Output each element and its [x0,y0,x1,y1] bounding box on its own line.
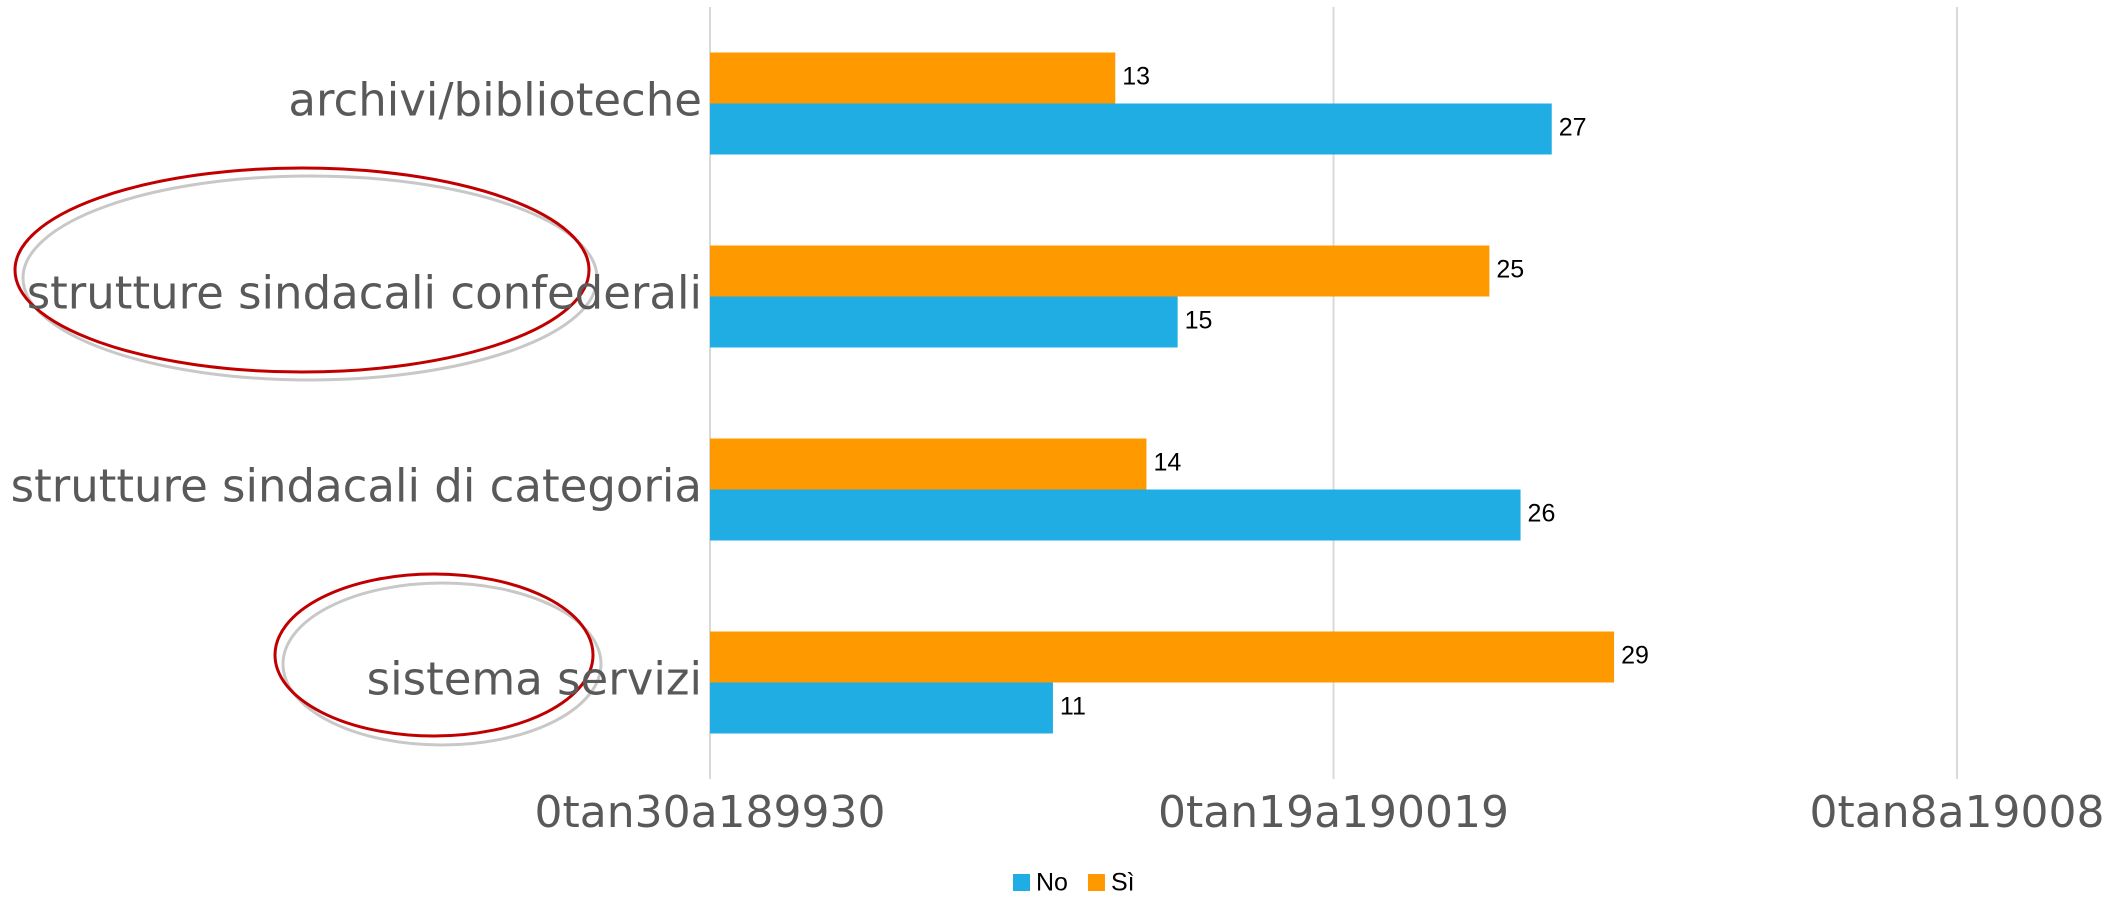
annotation-ellipse [13,166,591,374]
legend-label: Sì [1111,869,1135,897]
data-label: 14 [1153,449,1181,477]
bar [710,103,1552,155]
bar [710,489,1521,541]
legend-swatch [1013,874,1030,891]
bar [710,438,1147,490]
bar [710,245,1490,297]
annotation-shadow [21,174,599,382]
y-tick-label: archivi/biblioteche [288,74,702,127]
data-label: 25 [1496,256,1524,284]
legend-label: No [1036,869,1068,897]
data-label: 15 [1185,307,1213,335]
data-label: 13 [1122,63,1150,91]
data-label: 29 [1621,642,1649,670]
x-tick-label: 0tan30a189930 [534,787,885,838]
bar [710,296,1178,348]
y-tick-label: strutture sindacali confederali [27,267,702,320]
y-tick-label: strutture sindacali di categoria [11,460,702,513]
data-label: 27 [1559,114,1587,142]
annotation-shadow [281,581,603,747]
bar [710,682,1053,734]
y-tick-label: sistema servizi [367,653,702,706]
bar [710,52,1116,104]
annotation-ellipses [13,166,603,747]
x-tick-label: 0tan19a190019 [1158,787,1509,838]
x-tick-label: 0tan8a19008 [1809,787,2104,838]
bar [710,631,1615,683]
data-label: 11 [1060,693,1086,721]
legend-swatch [1087,874,1105,891]
annotation-ellipse [273,572,595,738]
data-label: 26 [1528,500,1556,528]
